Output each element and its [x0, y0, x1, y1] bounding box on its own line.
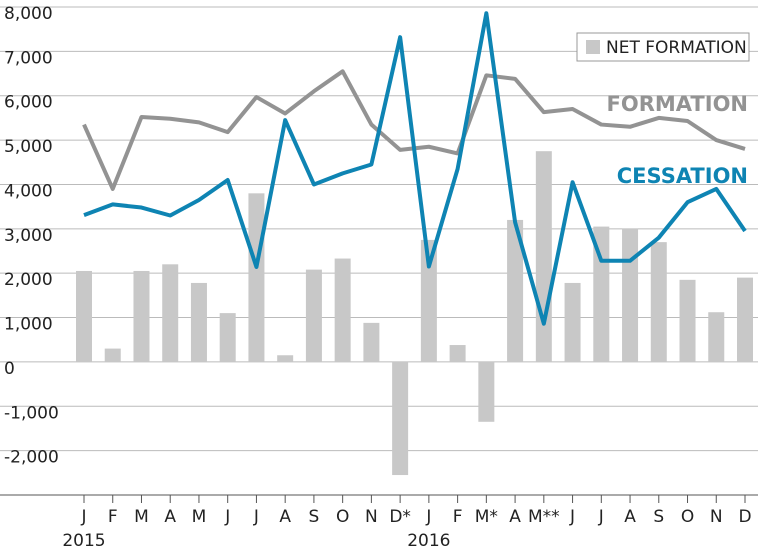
x-tick-label: D*: [389, 507, 411, 527]
x-tick-label: J: [598, 507, 604, 527]
year-label: 2015: [62, 531, 105, 550]
x-tick-label: J: [569, 507, 575, 527]
series-label: CESSATION: [617, 164, 748, 188]
bar: [622, 228, 639, 362]
y-tick-label: 2,000: [4, 270, 53, 290]
x-tick-label: M: [134, 507, 149, 527]
y-tick-label: 0: [4, 359, 15, 379]
bar: [133, 270, 150, 362]
x-tick-label: J: [224, 507, 230, 527]
bar: [535, 151, 552, 362]
bar: [334, 258, 351, 362]
bar: [708, 312, 725, 362]
x-tick-label: M*: [475, 507, 498, 527]
y-tick-label: 6,000: [4, 93, 53, 113]
y-tick-label: 3,000: [4, 226, 53, 246]
x-tick-label: S: [309, 507, 320, 527]
x-tick-label: S: [653, 507, 664, 527]
x-tick-label: M**: [528, 507, 560, 527]
x-tick-label: O: [336, 507, 349, 527]
x-tick-label: N: [365, 507, 378, 527]
bar: [449, 345, 466, 362]
x-tick-label: J: [425, 507, 431, 527]
y-tick-label: 7,000: [4, 48, 53, 68]
bar: [564, 282, 581, 362]
bar: [277, 355, 294, 362]
bar: [392, 361, 409, 476]
bar: [737, 277, 753, 362]
bar: [507, 219, 524, 362]
y-tick-label: 5,000: [4, 137, 53, 157]
legend-label: NET FORMATION: [606, 38, 747, 58]
y-tick-label: -1,000: [4, 403, 59, 423]
bar: [679, 279, 696, 362]
x-tick-label: O: [681, 507, 694, 527]
y-tick-label: 4,000: [4, 181, 53, 201]
line: [83, 11, 747, 326]
bar: [248, 193, 265, 362]
series-label: FORMATION: [607, 92, 748, 116]
x-tick-label: A: [624, 507, 636, 527]
bar: [478, 361, 495, 422]
x-tick-label: F: [108, 507, 118, 527]
y-tick-label: 1,000: [4, 315, 53, 335]
y-tick-label: 8,000: [4, 4, 53, 24]
x-tick-label: D: [738, 507, 751, 527]
x-tick-label: M: [192, 507, 207, 527]
x-tick-label: A: [279, 507, 291, 527]
bar: [363, 322, 380, 362]
x-tick-label: J: [80, 507, 86, 527]
bar: [219, 313, 236, 362]
x-tick-label: J: [253, 507, 259, 527]
bar: [162, 264, 179, 362]
bar: [420, 239, 437, 362]
bar: [305, 269, 322, 362]
legend-box: [576, 32, 750, 62]
bar: [104, 348, 121, 362]
bar: [190, 282, 207, 362]
x-tick-label: F: [453, 507, 463, 527]
year-label: 2016: [407, 531, 450, 550]
x-tick-label: A: [509, 507, 521, 527]
x-tick-label: A: [164, 507, 176, 527]
y-tick-label: -2,000: [4, 448, 59, 468]
legend-swatch: [586, 40, 600, 54]
bar: [650, 242, 667, 362]
bar: [76, 270, 92, 362]
x-tick-label: N: [710, 507, 723, 527]
